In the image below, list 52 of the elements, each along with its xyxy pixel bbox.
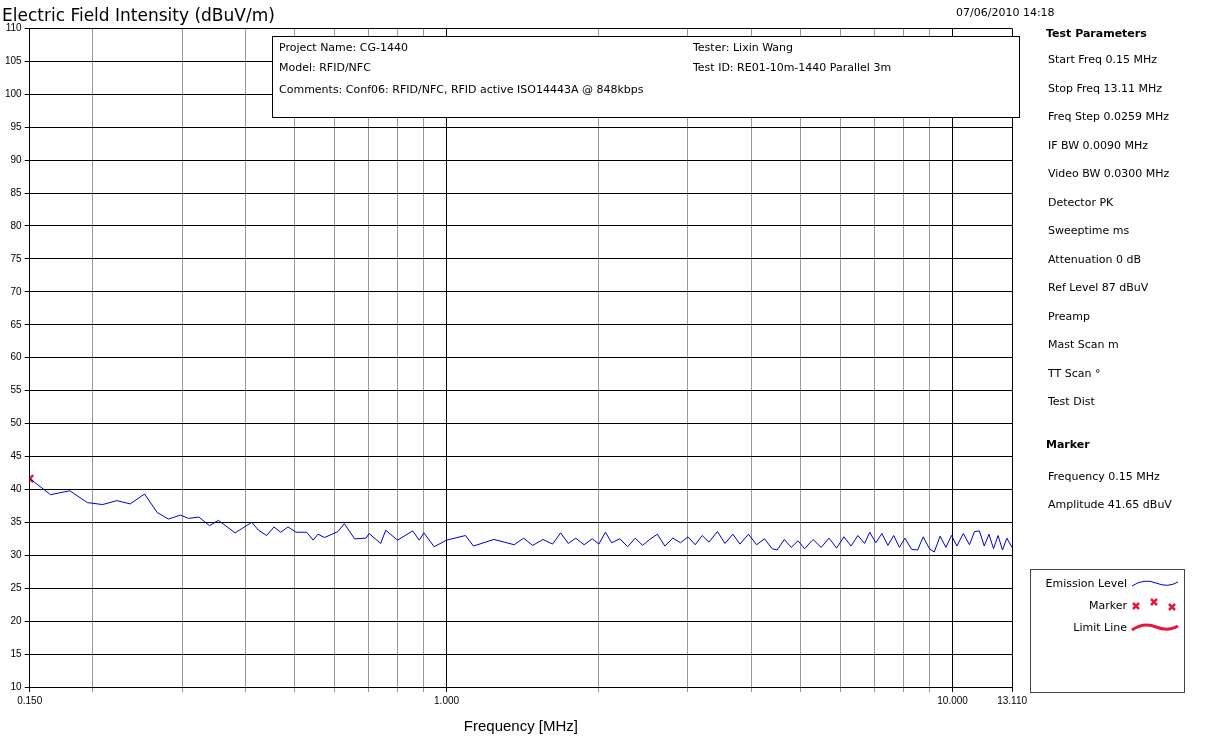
y-tick-label: 20 [10,614,23,626]
y-tick-label: 110 [5,22,23,34]
y-tick-label: 35 [10,516,23,528]
y-tick-label: 70 [10,285,23,297]
y-tick-label: 45 [10,450,23,462]
x-axis-title: Frequency [MHz] [463,717,578,735]
text: Marker [1046,437,1090,451]
text: Start Freq 0.15 MHz [1048,53,1157,66]
y-tick-label: 85 [10,186,23,198]
y-tick-label: 50 [10,417,23,429]
y-tick-label: 100 [5,88,23,100]
annotation: Comments: Conf06: RFID/NFC, RFID active ISO14443A @ 848kbps [279,83,644,96]
annotation: Tester: Lixin Wang [693,41,794,54]
legend-label: Marker [1088,598,1127,612]
text: Test Dist [1048,395,1095,408]
annotation: Project Name: CG-1440 [279,41,408,54]
y-tick-label: 75 [10,252,23,264]
y-tick-label: 10 [10,680,23,692]
y-tick-label: 60 [10,351,23,363]
legend-label: Limit Line [1073,620,1127,634]
text: 07/06/2010 14:18 [956,6,1055,19]
text: Freq Step 0.0259 MHz [1048,110,1170,123]
y-tick-label: 25 [10,581,23,593]
text: Mast Scan m [1048,338,1119,351]
x-tick-label: 13.110 [997,694,1028,706]
y-tick-label: 30 [10,549,23,561]
text: Video BW 0.0300 MHz [1048,167,1170,180]
text: Stop Freq 13.11 MHz [1048,81,1163,95]
y-tick-label: 90 [10,153,23,165]
text: Detector PK [1048,195,1114,209]
y-tick-label: 105 [5,55,23,67]
text: Preamp [1048,309,1090,323]
x-tick-label: 10.000 [937,694,969,706]
annotation: Test ID: RE01-10m-1440 Parallel 3m [693,61,892,74]
text: Ref Level 87 dBuV [1048,281,1149,294]
legend-label: Emission Level [1045,576,1127,590]
y-tick-label: 55 [10,384,23,396]
text: Attenuation 0 dB [1048,252,1142,266]
text: Sweeptime ms [1048,224,1130,237]
text: Frequency 0.15 MHz [1048,469,1160,483]
text: TT Scan ° [1048,366,1101,380]
text: Amplitude 41.65 dBuV [1048,498,1172,511]
y-tick-label: 65 [10,318,23,330]
y-tick-label: 95 [10,120,23,132]
annotation: Model: RFID/NFC [279,61,371,74]
y-tick-label: 80 [10,219,23,231]
x-tick-label: 0.150 [17,694,43,706]
y-tick-label: 40 [10,483,23,495]
x-tick-label: 1.000 [434,694,460,706]
text: Test Parameters [1046,27,1147,40]
text: IF BW 0.0090 MHz [1048,138,1149,152]
y-tick-label: 15 [10,647,23,659]
